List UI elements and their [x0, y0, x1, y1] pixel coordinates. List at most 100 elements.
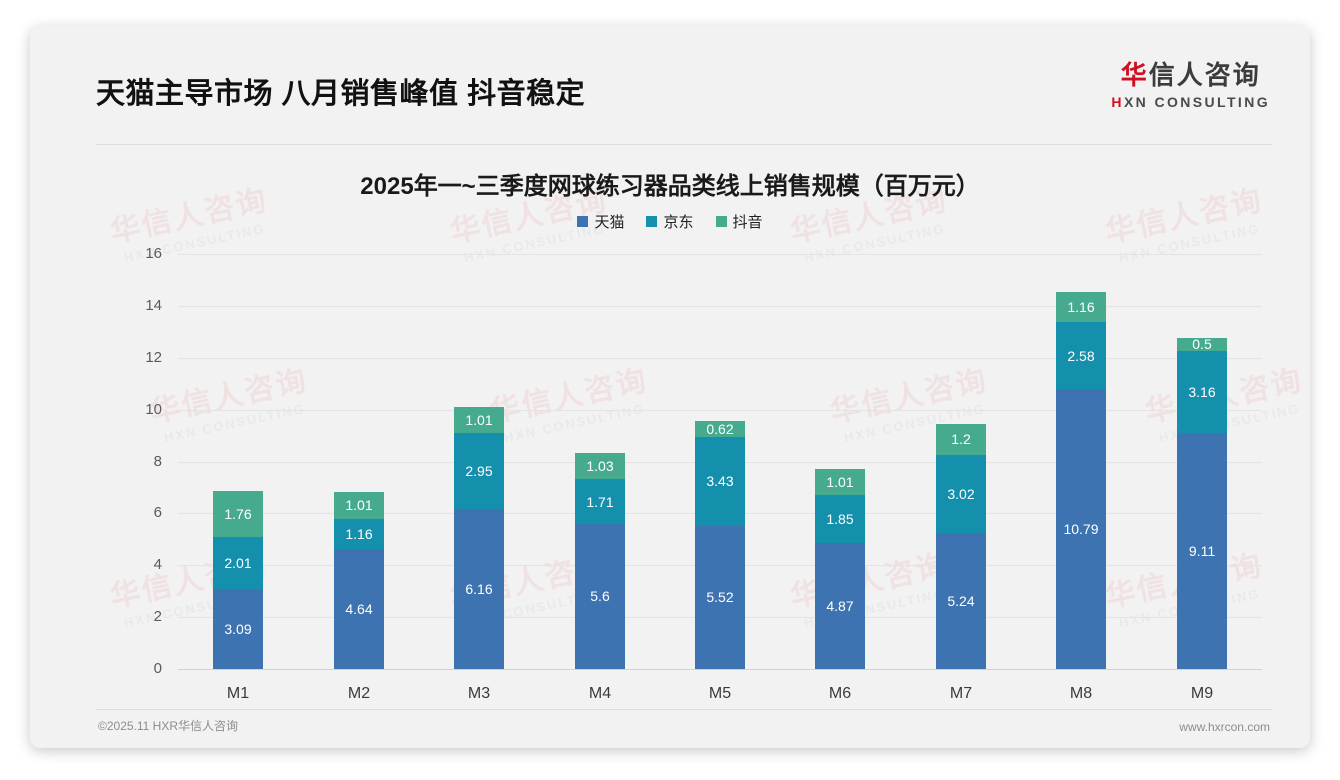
bar-segment-京东[interactable]: 2.95	[454, 432, 504, 510]
bar-segment-抖音[interactable]: 1.16	[1056, 292, 1106, 323]
bar-segment-抖音[interactable]: 0.62	[695, 420, 745, 437]
x-axis-tick: M2	[347, 685, 371, 702]
bar-group-m6[interactable]: 1.01 1.85 4.87	[815, 254, 865, 669]
gridline	[178, 410, 1262, 411]
bar-stack: 1.03 1.71 5.6	[575, 452, 625, 669]
bar-segment-京东[interactable]: 3.16	[1177, 350, 1227, 433]
bar-segment-抖音[interactable]: 1.03	[575, 452, 625, 480]
y-axis-tick: 0	[153, 660, 162, 677]
bar-value-label: 1.03	[586, 458, 614, 475]
bar-segment-京东[interactable]: 1.71	[575, 479, 625, 524]
x-axis-tick: M5	[708, 685, 732, 702]
bar-value-label: 1.85	[826, 510, 854, 527]
bar-segment-抖音[interactable]: 1.2	[936, 423, 986, 455]
axis-baseline	[178, 669, 1262, 670]
legend-swatch-icon	[577, 216, 589, 227]
bar-group-m3[interactable]: 1.01 2.95 6.16	[454, 254, 504, 669]
x-axis-tick: M4	[588, 685, 612, 702]
bar-stack: 1.01 1.85 4.87	[815, 468, 865, 669]
bar-value-label: 3.09	[224, 620, 252, 637]
bar-segment-京东[interactable]: 1.85	[815, 494, 865, 543]
y-axis-tick: 14	[145, 297, 162, 314]
y-axis-tick: 2	[153, 608, 162, 625]
bar-segment-京东[interactable]: 3.43	[695, 436, 745, 526]
x-axis-tick: M3	[467, 685, 491, 702]
y-axis-tick: 8	[153, 453, 162, 470]
bar-stack: 1.01 1.16 4.64	[334, 492, 384, 669]
bar-segment-天猫[interactable]: 3.09	[213, 588, 263, 669]
bar-value-label: 5.24	[947, 593, 975, 610]
logo-english-rest: XN CONSULTING	[1123, 94, 1270, 110]
header-divider	[96, 144, 1272, 145]
footer-website: www.hxrcon.com	[1179, 720, 1270, 734]
chart-plot-area: 0 2 4 6 8 10 12 14 16 1.76 2.01 3.09 M1 1.01 1.16 4.64 M…	[30, 26, 1310, 748]
footer-divider	[96, 709, 1272, 710]
bar-group-m2[interactable]: 1.01 1.16 4.64	[334, 254, 384, 669]
bar-group-m1[interactable]: 1.76 2.01 3.09	[213, 254, 263, 669]
legend-swatch-icon	[646, 216, 658, 227]
bar-segment-京东[interactable]: 2.58	[1056, 322, 1106, 390]
bar-value-label: 1.2	[951, 431, 971, 448]
bar-segment-天猫[interactable]: 4.87	[815, 542, 865, 669]
bar-segment-抖音[interactable]: 1.76	[213, 491, 263, 537]
legend-item-1[interactable]: 天猫	[577, 211, 624, 232]
bar-value-label: 2.95	[465, 462, 493, 479]
bar-value-label: 1.71	[586, 493, 614, 510]
bar-value-label: 1.76	[224, 505, 252, 522]
legend-label: 京东	[663, 214, 694, 231]
bar-segment-京东[interactable]: 2.01	[213, 536, 263, 589]
legend-item-3[interactable]: 抖音	[715, 211, 763, 232]
bar-group-m7[interactable]: 1.2 3.02 5.24	[936, 254, 986, 669]
bar-stack: 0.5 3.16 9.11	[1177, 336, 1227, 669]
bar-segment-天猫[interactable]: 9.11	[1177, 432, 1227, 669]
chart-title: 2025年一~三季度网球练习器品类线上销售规模（百万元）	[360, 173, 980, 200]
bar-group-m8[interactable]: 1.16 2.58 10.79	[1056, 254, 1106, 669]
bar-group-m9[interactable]: 0.5 3.16 9.11	[1177, 254, 1227, 669]
legend-swatch-icon	[715, 216, 727, 227]
bar-group-m5[interactable]: 0.62 3.43 5.52	[695, 254, 745, 669]
bar-segment-抖音[interactable]: 0.5	[1177, 336, 1227, 353]
bar-segment-天猫[interactable]: 5.52	[695, 525, 745, 669]
bar-segment-抖音[interactable]: 1.01	[454, 406, 504, 433]
bar-segment-天猫[interactable]: 5.24	[936, 533, 986, 669]
bar-value-label: 6.16	[465, 581, 493, 598]
y-axis-tick: 12	[145, 349, 162, 366]
logo-english-accent: H	[1111, 94, 1124, 110]
bar-segment-天猫[interactable]: 5.6	[575, 523, 625, 669]
logo-chinese-rest: 信人咨询	[1148, 60, 1261, 90]
logo-chinese: 华信人咨询	[1111, 62, 1270, 88]
bar-value-label: 9.11	[1188, 542, 1216, 559]
bar-segment-天猫[interactable]: 4.64	[334, 548, 384, 669]
slide-header: 天猫主导市场 八月销售峰值 抖音稳定 华信人咨询 HXN CONSULTING	[30, 26, 1310, 118]
bar-stack: 1.16 2.58 10.79	[1056, 292, 1106, 669]
bar-value-label: 0.62	[706, 420, 734, 437]
bar-value-label: 1.16	[345, 525, 373, 542]
gridline	[178, 306, 1262, 307]
bar-value-label: 4.87	[826, 597, 854, 614]
y-axis-tick: 16	[145, 245, 162, 262]
bar-segment-京东[interactable]: 3.02	[936, 454, 986, 534]
legend-item-2[interactable]: 京东	[646, 211, 694, 232]
bar-segment-天猫[interactable]: 10.79	[1056, 389, 1106, 669]
bar-value-label: 1.01	[345, 497, 373, 514]
legend-label: 抖音	[732, 214, 763, 231]
bar-segment-抖音[interactable]: 1.01	[334, 492, 384, 519]
y-axis-tick: 10	[145, 401, 162, 418]
bar-segment-京东[interactable]: 1.16	[334, 518, 384, 549]
bar-value-label: 2.01	[224, 554, 252, 571]
bar-segment-抖音[interactable]: 1.01	[815, 468, 865, 495]
bar-stack: 1.2 3.02 5.24	[936, 423, 986, 669]
bar-stack: 1.01 2.95 6.16	[454, 406, 504, 669]
x-axis-tick: M7	[949, 685, 973, 702]
y-axis-tick: 6	[153, 504, 162, 521]
bar-group-m4[interactable]: 1.03 1.71 5.6	[575, 254, 625, 669]
bar-segment-天猫[interactable]: 6.16	[454, 509, 504, 669]
bar-value-label: 5.52	[706, 589, 734, 606]
bar-value-label: 2.58	[1067, 347, 1095, 364]
x-axis-tick: M8	[1069, 685, 1093, 702]
x-axis-tick: M1	[226, 685, 250, 702]
legend-label: 天猫	[594, 214, 625, 231]
bar-value-label: 1.01	[465, 411, 493, 428]
gridline	[178, 254, 1262, 255]
bar-value-label: 0.5	[1192, 336, 1212, 353]
